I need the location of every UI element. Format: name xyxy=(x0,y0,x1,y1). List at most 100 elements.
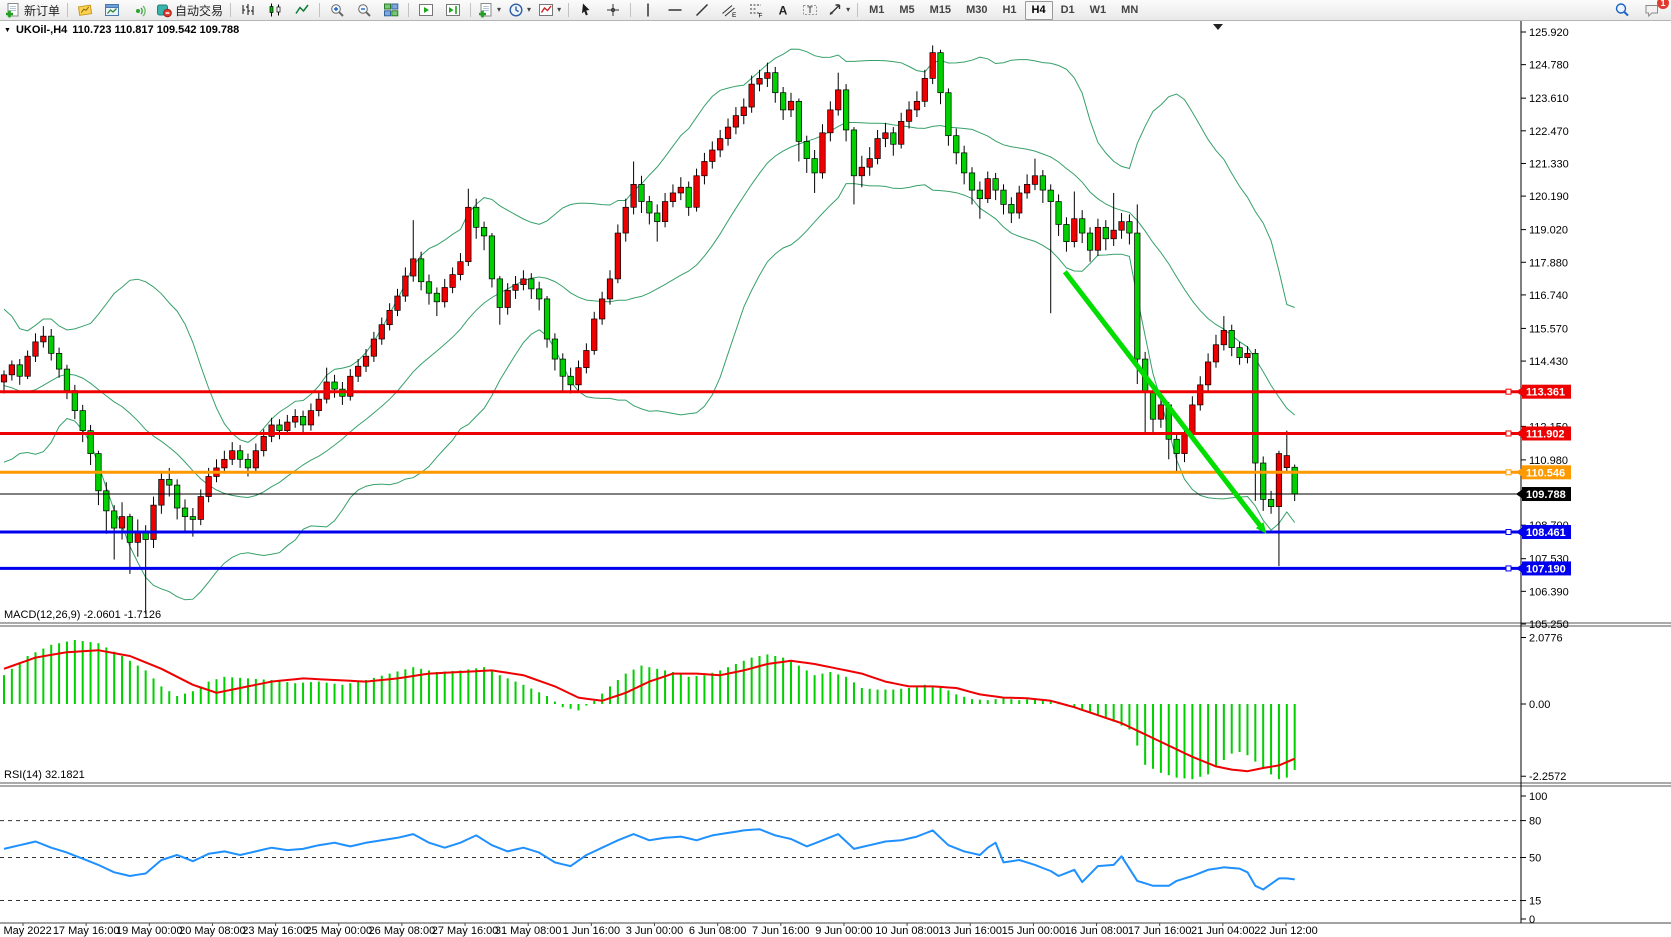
chart-shift-button[interactable] xyxy=(440,0,466,20)
zoom-out-button[interactable] xyxy=(351,0,377,20)
price-tick-label: 123.610 xyxy=(1529,93,1569,105)
line-chart-button[interactable] xyxy=(289,0,315,20)
candle-body xyxy=(693,175,700,208)
candle-body xyxy=(8,364,15,376)
search-icon xyxy=(1615,3,1629,17)
candle-body xyxy=(299,415,307,426)
notifications-button[interactable]: 1 xyxy=(1639,0,1669,20)
indicators-button[interactable]: ▾ xyxy=(475,0,504,20)
price-tick-label: 116.740 xyxy=(1529,290,1568,302)
text-button[interactable]: A xyxy=(770,0,796,20)
candle-body xyxy=(268,424,275,437)
macd-histogram-bar xyxy=(58,643,61,704)
time-tick-label: 1 Jun 16:00 xyxy=(563,925,621,937)
candle-body xyxy=(1181,433,1188,454)
search-button[interactable] xyxy=(1609,0,1635,20)
zoom-in-button[interactable] xyxy=(324,0,350,20)
macd-histogram-bar xyxy=(766,654,769,704)
timeframe-button-mn[interactable]: MN xyxy=(1121,3,1139,16)
resistance-line-2-handle[interactable] xyxy=(1505,430,1512,437)
macd-histogram-bar xyxy=(1026,699,1029,704)
timeframe-button-m30[interactable]: M30 xyxy=(966,3,988,16)
horizontal-line-button[interactable] xyxy=(662,0,688,20)
rsi-tick-label: 100 xyxy=(1529,791,1547,803)
toolbar-separator xyxy=(630,3,632,17)
time-tick-label: 3 Jun 00:00 xyxy=(626,925,684,937)
candle-body xyxy=(646,201,653,214)
tile-windows-button[interactable] xyxy=(378,0,404,20)
chart-shift-marker[interactable] xyxy=(1213,24,1223,30)
timeframe-button-d1[interactable]: D1 xyxy=(1060,3,1075,16)
macd-histogram-bar xyxy=(758,656,761,704)
candle-body xyxy=(284,421,291,432)
auto-scroll-button[interactable] xyxy=(413,0,439,20)
macd-histogram-bar xyxy=(26,656,29,704)
candle-body xyxy=(724,126,732,139)
macd-histogram-bar xyxy=(1175,704,1178,778)
macd-histogram-bar xyxy=(569,704,572,709)
resistance-line-1-handle[interactable] xyxy=(1505,388,1512,395)
candle-body xyxy=(118,516,126,529)
autotrading-button[interactable]: 自动交易 xyxy=(153,0,226,20)
timeframe-button-m5[interactable]: M5 xyxy=(899,3,915,16)
time-tick-label: 19 May 00:00 xyxy=(116,925,183,937)
templates-button[interactable]: ▾ xyxy=(535,0,564,20)
macd-histogram-bar xyxy=(695,676,698,704)
crosshair-icon xyxy=(607,4,620,16)
support-line-2-handle[interactable] xyxy=(1505,565,1512,572)
trendline-button[interactable] xyxy=(689,0,715,20)
crosshair-button[interactable] xyxy=(600,0,626,20)
vertical-line-button[interactable] xyxy=(635,0,661,20)
price-tick-label: 117.880 xyxy=(1529,257,1568,269)
trend-arrow[interactable] xyxy=(1062,270,1267,534)
candle-body xyxy=(16,364,23,377)
new-chart-button[interactable] xyxy=(72,0,98,20)
candlestick-chart-button[interactable] xyxy=(262,0,288,20)
macd-histogram-bar xyxy=(561,704,564,708)
macd-histogram-bar xyxy=(553,701,556,704)
macd-histogram-bar xyxy=(931,685,934,704)
macd-histogram-bar xyxy=(483,667,486,704)
candle-body xyxy=(1023,184,1031,194)
text-label-button[interactable]: T xyxy=(797,0,823,20)
new-order-button[interactable]: 新订单 xyxy=(2,0,63,20)
macd-histogram-bar xyxy=(530,688,533,704)
periods-button[interactable]: ▾ xyxy=(505,0,534,20)
equidistant-channel-button[interactable]: E xyxy=(716,0,742,20)
candle-body xyxy=(599,298,606,320)
candle-body xyxy=(622,206,629,234)
candle-body xyxy=(496,278,503,308)
macd-histogram-bar xyxy=(955,694,958,704)
cursor-button[interactable] xyxy=(573,0,599,20)
candle-body xyxy=(394,295,401,311)
candle-body xyxy=(181,507,189,517)
fibonacci-button[interactable]: F xyxy=(743,0,769,20)
profiles-button[interactable] xyxy=(99,0,125,20)
shapes-button[interactable]: ▾ xyxy=(824,0,853,20)
macd-histogram-bar xyxy=(915,686,918,704)
bar-chart-button[interactable] xyxy=(235,0,261,20)
macd-histogram-bar xyxy=(270,680,273,704)
macd-histogram-bar xyxy=(286,682,289,704)
timeframe-button-m1[interactable]: M1 xyxy=(869,3,885,16)
alerts-button[interactable] xyxy=(126,0,152,20)
chart-window: 125.920 124.780 123.610 122.470 121.330 120.1… xyxy=(0,21,1671,937)
macd-histogram-bar xyxy=(191,691,194,704)
timeframe-button-w1[interactable]: W1 xyxy=(1089,3,1107,16)
pivot-line-handle[interactable] xyxy=(1505,469,1512,476)
macd-histogram-bar xyxy=(294,683,297,704)
candle-body xyxy=(71,390,78,411)
macd-histogram-bar xyxy=(475,668,478,704)
timeframe-button-h4[interactable]: H4 xyxy=(1024,0,1053,20)
tile-windows-icon xyxy=(384,3,399,17)
macd-histogram-bar xyxy=(585,704,588,706)
support-line-1-handle[interactable] xyxy=(1505,529,1512,536)
timeframe-button-h1[interactable]: H1 xyxy=(1002,3,1017,16)
horizontal-lines xyxy=(0,388,1521,572)
timeframe-button-m15[interactable]: M15 xyxy=(929,3,952,16)
chevron-down-icon: ▾ xyxy=(846,5,851,14)
svg-text:108.461: 108.461 xyxy=(1526,527,1566,539)
toolbar-separator xyxy=(568,3,570,17)
candle-body xyxy=(968,172,976,191)
